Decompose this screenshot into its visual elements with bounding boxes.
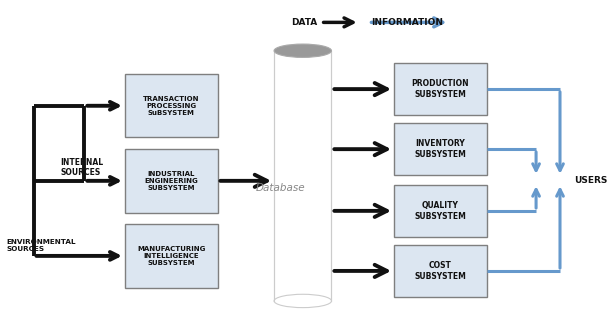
Text: TRANSACTION
PROCESSING
SuBSYSTEM: TRANSACTION PROCESSING SuBSYSTEM bbox=[143, 96, 199, 116]
Text: COST
SUBSYSTEM: COST SUBSYSTEM bbox=[414, 261, 466, 281]
Text: INFORMATION: INFORMATION bbox=[371, 18, 444, 27]
FancyBboxPatch shape bbox=[394, 63, 487, 115]
Text: PRODUCTION
SUBSYSTEM: PRODUCTION SUBSYSTEM bbox=[411, 79, 469, 99]
Text: MANUFACTURING
INTELLIGENCE
SUBSYSTEM: MANUFACTURING INTELLIGENCE SUBSYSTEM bbox=[137, 246, 205, 266]
Text: INVENTORY
SUBSYSTEM: INVENTORY SUBSYSTEM bbox=[414, 139, 466, 159]
FancyBboxPatch shape bbox=[394, 245, 487, 297]
Ellipse shape bbox=[274, 294, 332, 308]
Text: Database: Database bbox=[256, 183, 305, 193]
FancyBboxPatch shape bbox=[125, 74, 218, 137]
Text: USERS: USERS bbox=[574, 176, 607, 185]
Text: DATA: DATA bbox=[292, 18, 318, 27]
Text: ENVIRONMENTAL
SOURCES: ENVIRONMENTAL SOURCES bbox=[7, 240, 76, 252]
Polygon shape bbox=[274, 51, 332, 301]
FancyBboxPatch shape bbox=[125, 224, 218, 288]
Text: INTERNAL
SOURCES: INTERNAL SOURCES bbox=[61, 158, 104, 177]
FancyBboxPatch shape bbox=[394, 185, 487, 237]
FancyBboxPatch shape bbox=[125, 149, 218, 212]
Text: QUALITY
SUBSYSTEM: QUALITY SUBSYSTEM bbox=[414, 201, 466, 220]
Ellipse shape bbox=[274, 44, 332, 57]
FancyBboxPatch shape bbox=[394, 123, 487, 175]
Text: INDUSTRIAL
ENGINEERING
SUBSYSTEM: INDUSTRIAL ENGINEERING SUBSYSTEM bbox=[144, 171, 198, 191]
